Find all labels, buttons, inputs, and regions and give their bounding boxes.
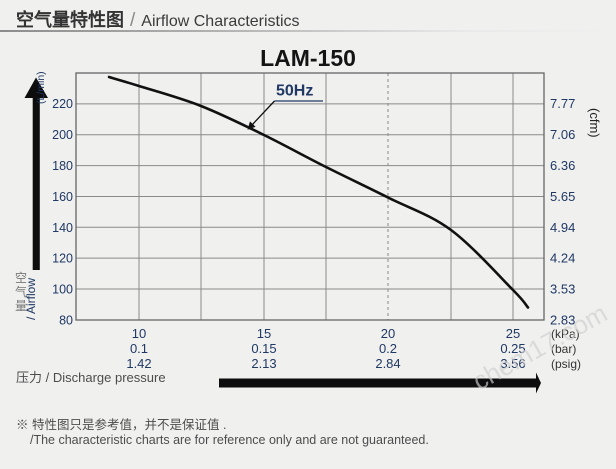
- svg-text:15: 15: [257, 326, 271, 341]
- svg-text:25: 25: [506, 326, 520, 341]
- svg-text:3.56: 3.56: [500, 356, 525, 371]
- svg-text:5.65: 5.65: [550, 189, 575, 204]
- svg-text:1.42: 1.42: [126, 356, 151, 371]
- svg-text:140: 140: [52, 221, 73, 235]
- svg-text:压力 / Discharge pressure: 压力 / Discharge pressure: [16, 370, 166, 385]
- svg-text:0.2: 0.2: [379, 341, 397, 356]
- svg-text:(L/min): (L/min): [35, 71, 47, 104]
- svg-text:50Hz: 50Hz: [276, 83, 313, 100]
- svg-text:4.94: 4.94: [550, 220, 575, 235]
- svg-text:6.36: 6.36: [550, 158, 575, 173]
- svg-text:200: 200: [52, 128, 73, 142]
- svg-text:0.15: 0.15: [251, 341, 276, 356]
- svg-text:160: 160: [52, 190, 73, 204]
- svg-text:220: 220: [52, 97, 73, 111]
- svg-text:180: 180: [52, 159, 73, 173]
- svg-text:120: 120: [52, 252, 73, 266]
- svg-text:(kPa): (kPa): [551, 327, 580, 341]
- svg-text:4.24: 4.24: [550, 251, 575, 266]
- svg-text:2.83: 2.83: [550, 312, 575, 327]
- svg-text:10: 10: [132, 326, 146, 341]
- svg-text:2.13: 2.13: [251, 356, 276, 371]
- svg-text:3.53: 3.53: [550, 282, 575, 297]
- svg-text:/ Airflow: / Airflow: [24, 278, 38, 320]
- svg-text:0.1: 0.1: [130, 341, 148, 356]
- svg-text:80: 80: [59, 313, 73, 327]
- svg-text:100: 100: [52, 283, 73, 297]
- svg-text:0.25: 0.25: [500, 341, 525, 356]
- svg-text:※ 特性图只是参考值，并不是保证值 .: ※ 特性图只是参考值，并不是保证值 .: [16, 417, 226, 432]
- svg-text:2.84: 2.84: [375, 356, 400, 371]
- svg-text:(bar): (bar): [551, 342, 576, 356]
- svg-text:20: 20: [381, 326, 395, 341]
- svg-text:/The characteristic charts are: /The characteristic charts are for refer…: [30, 433, 429, 447]
- svg-text:(cfm): (cfm): [587, 108, 602, 138]
- svg-text:7.06: 7.06: [550, 127, 575, 142]
- svg-text:7.77: 7.77: [550, 96, 575, 111]
- svg-text:(psig): (psig): [551, 357, 581, 371]
